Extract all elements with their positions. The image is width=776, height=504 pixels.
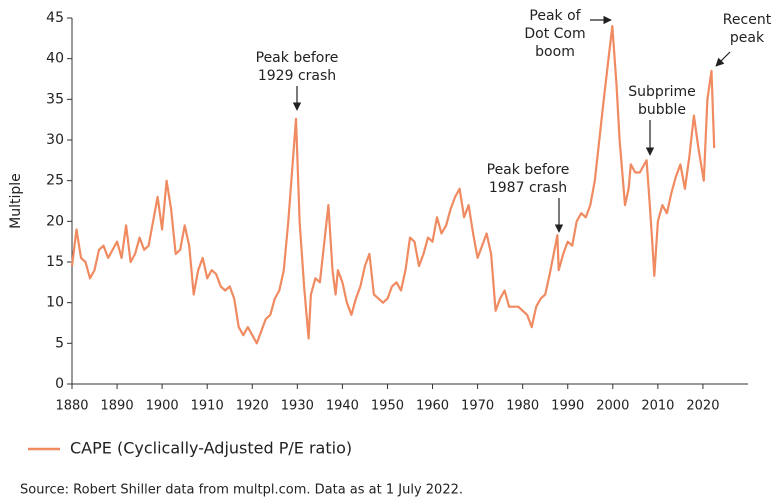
y-tick-label: 10 (46, 295, 64, 311)
annotation: peak (730, 30, 765, 46)
annotation: 1987 crash (489, 180, 567, 196)
y-tick-label: 20 (46, 213, 64, 229)
x-tick-label: 1910 (191, 399, 224, 414)
annotation: Peak before (256, 50, 339, 66)
x-tick-label: 1900 (146, 399, 179, 414)
y-tick-label: 25 (46, 173, 64, 189)
x-tick-label: 1960 (416, 399, 449, 414)
data-line (70, 25, 716, 345)
x-tick-label: 1950 (371, 399, 404, 414)
annotation: 1929 crash (258, 68, 336, 84)
x-tick-label: 1980 (506, 399, 539, 414)
annotation: Peak of (529, 8, 581, 24)
y-tick-label: 5 (55, 335, 64, 351)
x-tick-label: 1970 (461, 399, 494, 414)
y-tick-label: 15 (46, 254, 64, 270)
y-tick-label: 0 (55, 376, 64, 392)
annotation: Dot Com (524, 26, 585, 42)
annotation: bubble (638, 102, 686, 118)
x-tick-label: 1990 (551, 399, 584, 414)
x-tick-label: 2000 (596, 399, 629, 414)
annotation: Recent (723, 12, 772, 28)
source-note: Source: Robert Shiller data from multpl.… (20, 483, 463, 498)
y-axis-label: Multiple (8, 173, 24, 229)
annotation: boom (535, 44, 575, 60)
x-tick-label: 2010 (641, 399, 674, 414)
y-tick-label: 35 (46, 91, 64, 107)
x-tick-label: 1930 (281, 399, 314, 414)
annotation: Peak before (487, 162, 570, 178)
y-tick-label: 30 (46, 132, 64, 148)
x-tick-label: 2020 (686, 399, 719, 414)
y-tick-label: 40 (46, 51, 64, 67)
legend-label: CAPE (Cyclically-Adjusted P/E ratio) (70, 439, 352, 458)
annotation-arrow (715, 51, 731, 67)
annotation: Subprime (628, 84, 695, 100)
x-tick-label: 1880 (55, 399, 88, 414)
x-tick-label: 1940 (326, 399, 359, 414)
y-tick-label: 45 (46, 10, 64, 26)
x-tick-label: 1890 (101, 399, 134, 414)
x-tick-label: 1920 (236, 399, 269, 414)
